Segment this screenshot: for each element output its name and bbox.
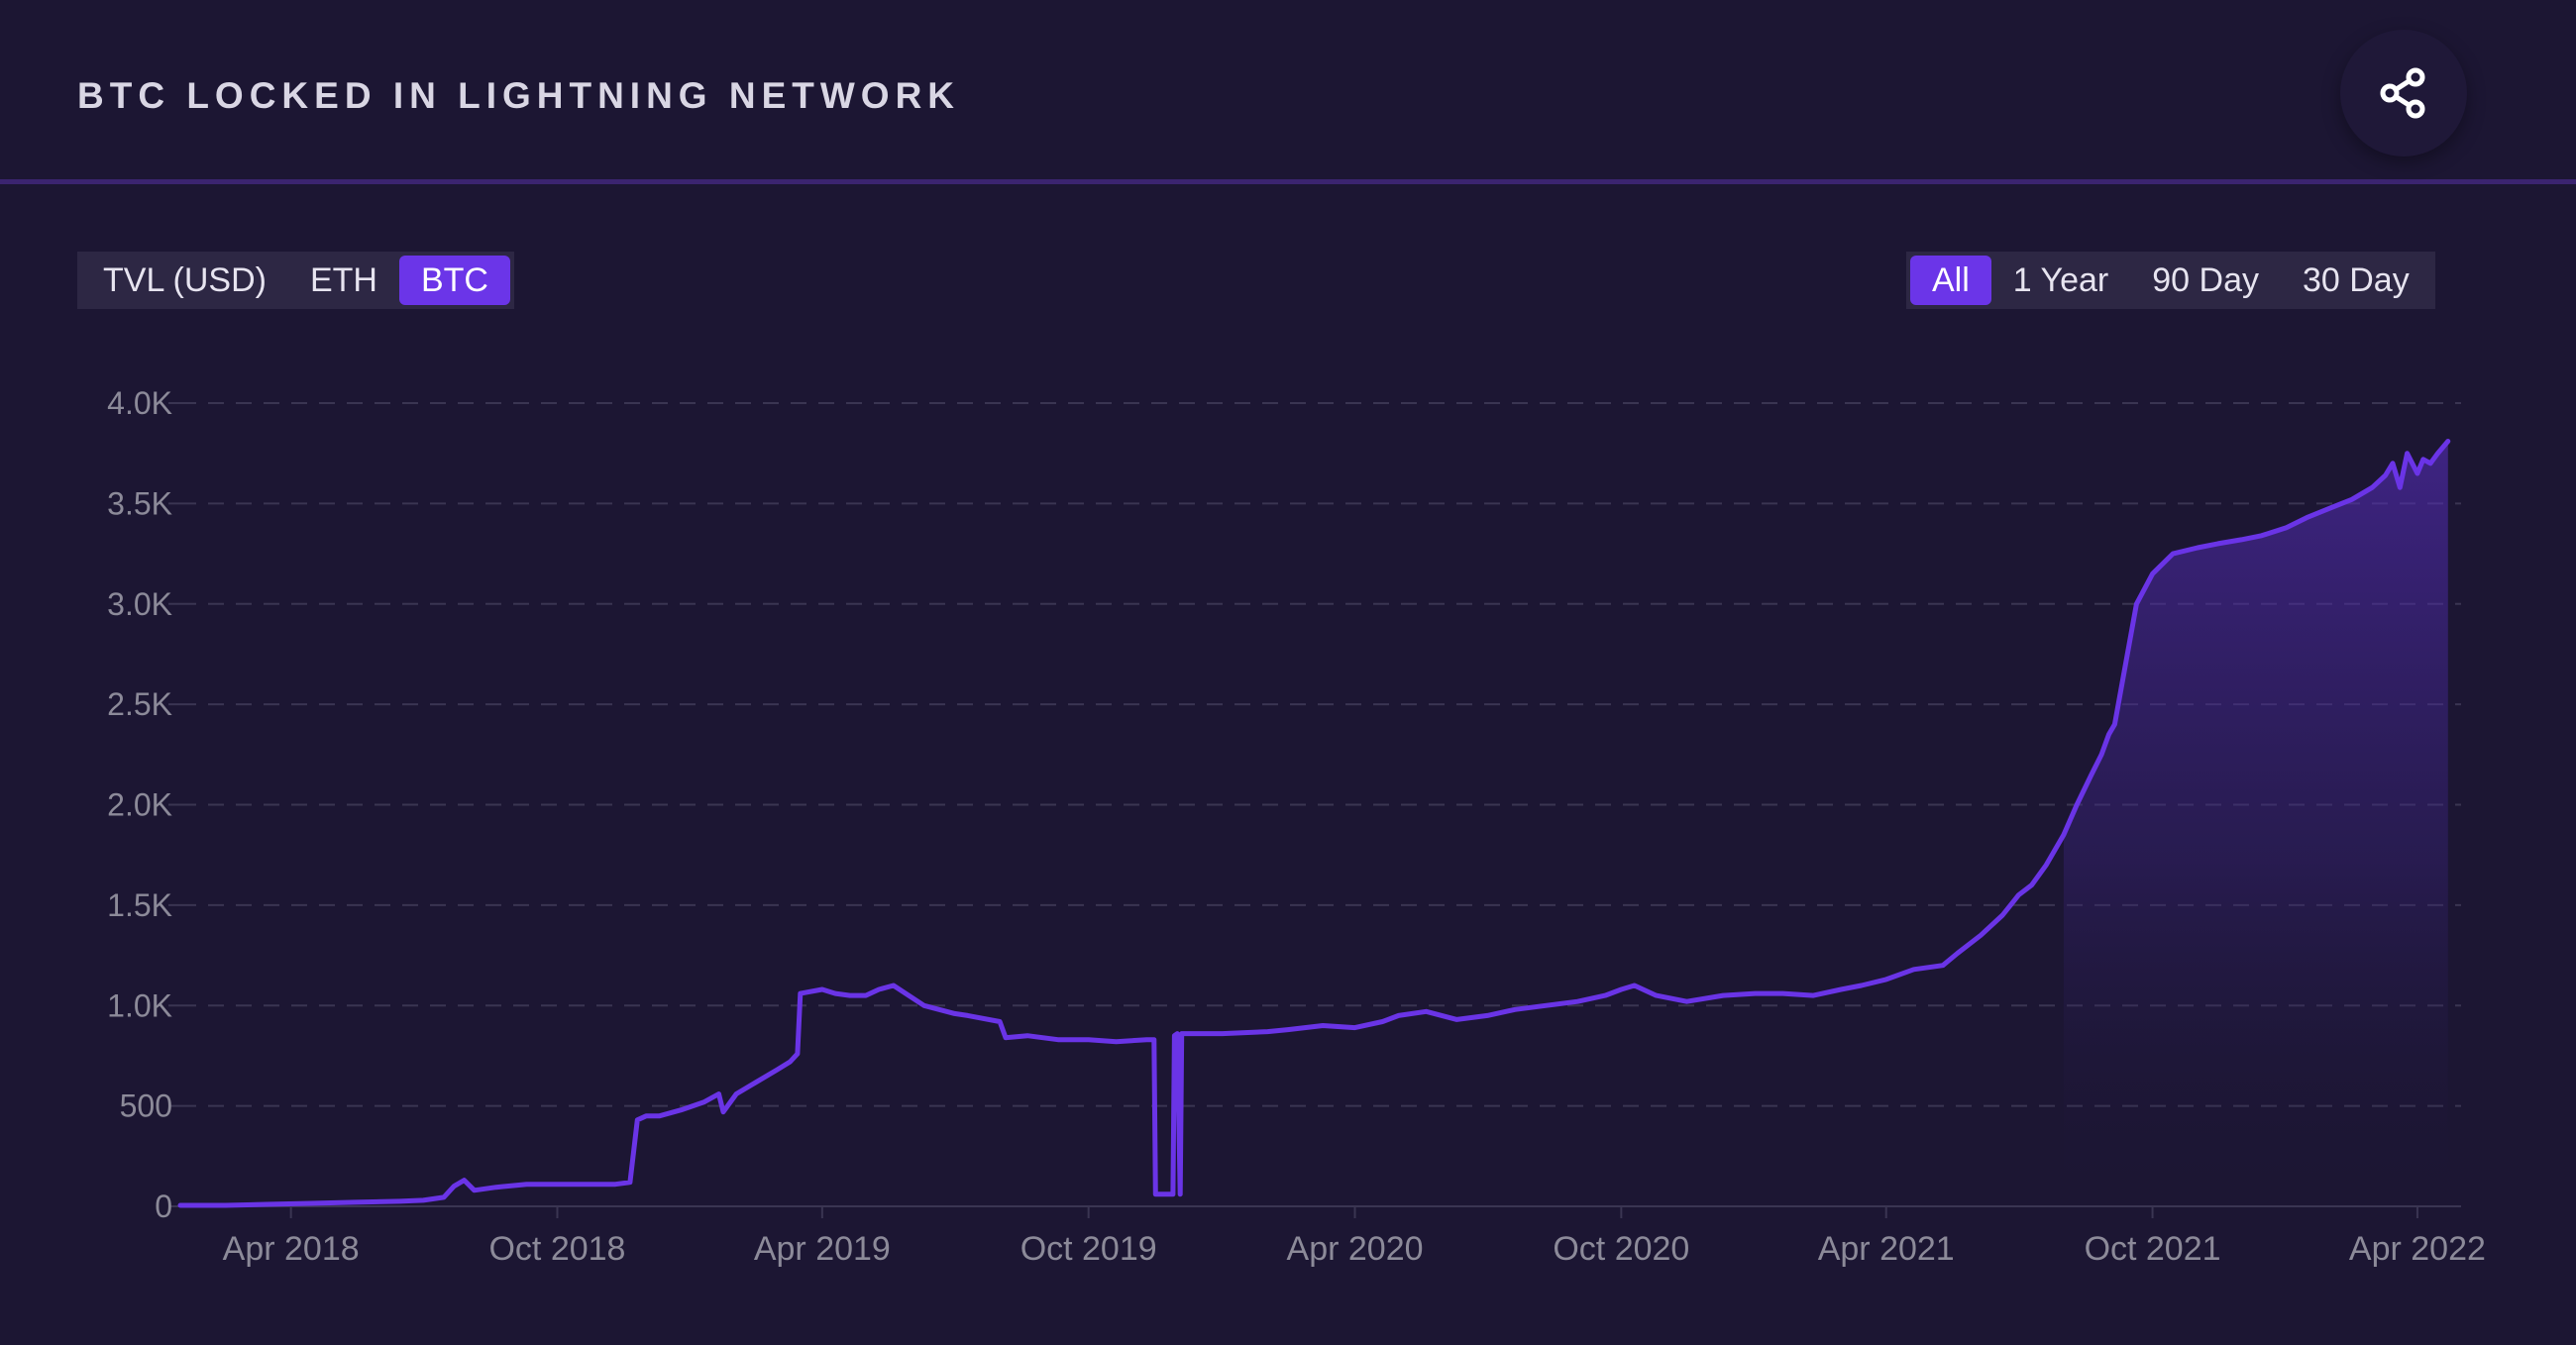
x-tick-label: Apr 2020 (1287, 1230, 1424, 1268)
x-tick-label: Oct 2018 (488, 1230, 625, 1268)
tab-tvl-usd[interactable]: TVL (USD) (103, 261, 267, 299)
btc-locked-chart: 0 500 1.0K 1.5K 2.0K 2.5K 3.0K 3.5K 4.0K Apr 201… (107, 385, 2486, 1268)
range-90-day[interactable]: 90 Day (2152, 261, 2259, 299)
y-tick-label: 0 (155, 1189, 172, 1224)
range-selector: All 1 Year 90 Day 30 Day (1906, 252, 2435, 309)
share-icon (2380, 67, 2425, 119)
y-tick-label: 3.0K (107, 586, 172, 622)
x-tick-label: Apr 2018 (223, 1230, 360, 1268)
y-tick-label: 2.0K (107, 787, 172, 823)
y-tick-label: 1.5K (107, 887, 172, 923)
series-area-fill (2063, 441, 2448, 1206)
x-tick-label: Oct 2020 (1553, 1230, 1689, 1268)
x-tick-label: Oct 2019 (1020, 1230, 1157, 1268)
header-bar: BTC LOCKED IN LIGHTNING NETWORK (0, 0, 2576, 184)
page-title: BTC LOCKED IN LIGHTNING NETWORK (77, 75, 961, 116)
x-tick-label: Apr 2022 (2349, 1230, 2486, 1268)
tab-eth[interactable]: ETH (309, 261, 377, 299)
share-button[interactable] (2340, 30, 2467, 156)
x-tick-label: Apr 2019 (754, 1230, 891, 1268)
range-all[interactable]: All (1910, 256, 1991, 305)
y-tick-label: 500 (120, 1088, 172, 1124)
series-line (177, 439, 2451, 1208)
x-tick-label: Oct 2021 (2085, 1230, 2221, 1268)
range-1-year[interactable]: 1 Year (2012, 261, 2109, 299)
x-tick-label: Apr 2021 (1818, 1230, 1955, 1268)
y-tick-label: 3.5K (107, 485, 172, 521)
y-tick-label: 2.5K (107, 686, 172, 722)
tab-btc[interactable]: BTC (398, 256, 510, 305)
y-tick-label: 4.0K (107, 385, 172, 421)
metric-selector: TVL (USD) ETH BTC (77, 252, 514, 309)
range-30-day[interactable]: 30 Day (2302, 261, 2410, 299)
y-tick-label: 1.0K (107, 987, 172, 1023)
